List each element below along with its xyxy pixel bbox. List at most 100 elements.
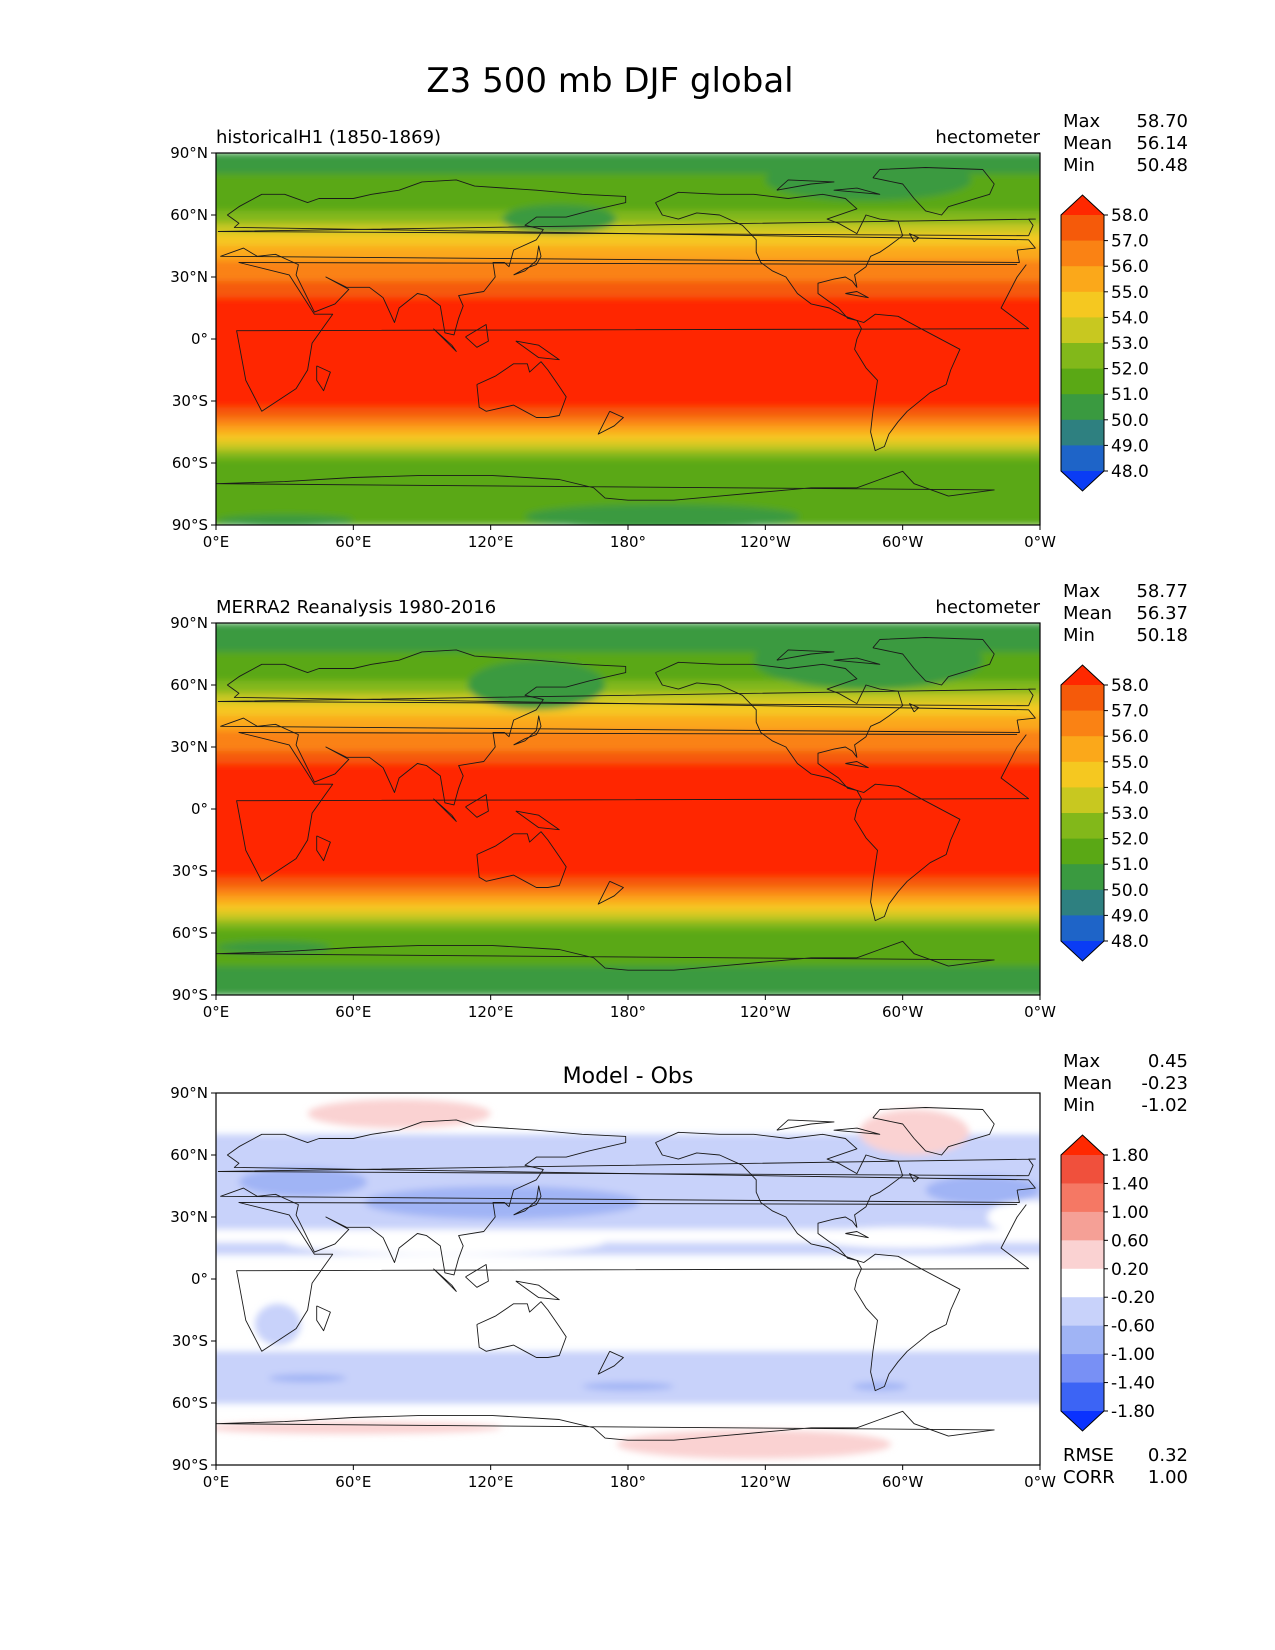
y-tick-label: 30°N xyxy=(170,738,208,756)
colorbar-label: 1.00 xyxy=(1111,1203,1149,1223)
x-tick-label: 60°W xyxy=(882,1473,924,1491)
contour-band xyxy=(216,693,1040,705)
contour-patch xyxy=(307,1099,491,1129)
panel-reference: 0°E 60°E 120°E 180° 120°W 60°W 0°W 90°N 60°N 30°N… xyxy=(170,581,1188,1021)
coastline xyxy=(513,715,542,746)
colorbar-label: 57.0 xyxy=(1111,702,1149,722)
coastline xyxy=(854,313,961,452)
contour-field xyxy=(216,153,1040,525)
contour-patch xyxy=(753,631,983,690)
stat-value: 0.45 xyxy=(1148,1051,1188,1072)
x-tick-label: 120°W xyxy=(740,1473,791,1491)
coastline xyxy=(217,688,1036,707)
stat-value: -1.02 xyxy=(1141,1095,1188,1116)
coastline xyxy=(872,637,995,686)
stat-value: 56.14 xyxy=(1136,133,1188,154)
coastline xyxy=(220,179,1036,336)
colorbar-segment xyxy=(1061,1354,1104,1384)
colorbar-label: 48.0 xyxy=(1111,932,1149,952)
stat-value: 58.77 xyxy=(1136,581,1188,602)
coastline xyxy=(433,798,457,822)
colorbar-segment xyxy=(1061,368,1104,395)
coastline xyxy=(845,761,869,769)
stat-label: Min xyxy=(1063,625,1095,646)
coastline xyxy=(515,340,560,361)
contour-patch xyxy=(268,1374,347,1383)
x-tick-label: 120°E xyxy=(468,533,514,551)
x-tick-label: 120°E xyxy=(468,1473,514,1491)
colorbar-segment xyxy=(1061,266,1104,293)
coastline xyxy=(433,1268,457,1292)
contour-band xyxy=(216,246,1040,262)
colorbar-segment xyxy=(1061,838,1104,865)
coastline xyxy=(597,880,624,905)
colorbar-segment xyxy=(1061,1211,1104,1241)
coastline xyxy=(236,732,1030,882)
x-tick-label: 0°E xyxy=(203,1473,230,1491)
colorbar-segment xyxy=(1061,1268,1104,1298)
contour-band xyxy=(216,877,1040,889)
contour-patch xyxy=(238,1167,368,1197)
coastline xyxy=(465,324,489,348)
coastline xyxy=(833,187,881,195)
contour-band xyxy=(216,223,1040,235)
contour-patch xyxy=(616,1429,892,1459)
x-tick-label: 0°W xyxy=(1024,533,1056,551)
contour-patch xyxy=(216,1421,503,1434)
colorbar-label: -1.80 xyxy=(1111,1402,1155,1422)
stat-label: Min xyxy=(1063,155,1095,176)
contour-patch xyxy=(525,504,800,525)
coastline xyxy=(217,218,1036,237)
coastline xyxy=(236,1202,1030,1352)
colorbar-segment xyxy=(1061,240,1104,267)
contour-band xyxy=(216,407,1040,419)
coastline xyxy=(476,1301,567,1358)
x-tick-label: 120°W xyxy=(740,533,791,551)
colorbar-label: -0.60 xyxy=(1111,1317,1155,1337)
colorbar-label: 50.0 xyxy=(1111,411,1149,431)
contour-band xyxy=(216,904,1040,913)
colorbar-extend-top xyxy=(1061,195,1104,215)
coastline xyxy=(872,167,995,216)
colorbar-segment xyxy=(1061,915,1104,942)
contour-patch xyxy=(582,1382,674,1391)
colorbar-segment xyxy=(1061,394,1104,421)
stat-value: 50.18 xyxy=(1136,625,1188,646)
x-tick-label: 180° xyxy=(610,533,646,551)
colorbar-segment xyxy=(1061,291,1104,318)
colorbar-segment xyxy=(1061,761,1104,788)
y-tick-label: 30°N xyxy=(170,268,208,286)
contour-band xyxy=(216,434,1040,443)
panel-units: hectometer xyxy=(935,127,1040,148)
contour-band xyxy=(216,912,1040,922)
colorbar-label: 50.0 xyxy=(1111,881,1149,901)
contour-band xyxy=(216,763,1040,878)
x-tick-label: 120°E xyxy=(468,1003,514,1021)
contour-band xyxy=(216,920,1040,930)
colorbar-label: 48.0 xyxy=(1111,462,1149,482)
metric-label: CORR xyxy=(1063,1467,1115,1488)
colorbar-segment xyxy=(1061,215,1104,242)
coastline xyxy=(655,1131,904,1261)
colorbar-label: 58.0 xyxy=(1111,206,1149,226)
colorbar-label: 49.0 xyxy=(1111,906,1149,926)
panel-left-title: MERRA2 Reanalysis 1980-2016 xyxy=(216,597,496,618)
coastline xyxy=(854,1253,961,1392)
colorbar-extend-top xyxy=(1061,665,1104,685)
x-tick-label: 0°W xyxy=(1024,1003,1056,1021)
y-tick-label: 0° xyxy=(191,800,208,818)
colorbar-label: 1.40 xyxy=(1111,1174,1149,1194)
coastlines xyxy=(216,167,1036,501)
contour-band xyxy=(216,210,1040,224)
colorbar-label: 51.0 xyxy=(1111,385,1149,405)
colorbar-label: 49.0 xyxy=(1111,436,1149,456)
coastline xyxy=(433,328,457,352)
colorbar-extend-bottom xyxy=(1061,941,1104,961)
contour-band xyxy=(216,1351,1040,1404)
stat-label: Mean xyxy=(1063,133,1112,154)
stat-label: Mean xyxy=(1063,1073,1112,1094)
colorbar-segment xyxy=(1061,710,1104,737)
colorbar-label: -1.00 xyxy=(1111,1345,1155,1365)
colorbar: 48.0 49.0 50.0 51.0 52.0 53.0 54.0 55.0 56.0 57.0… xyxy=(1060,194,1149,492)
